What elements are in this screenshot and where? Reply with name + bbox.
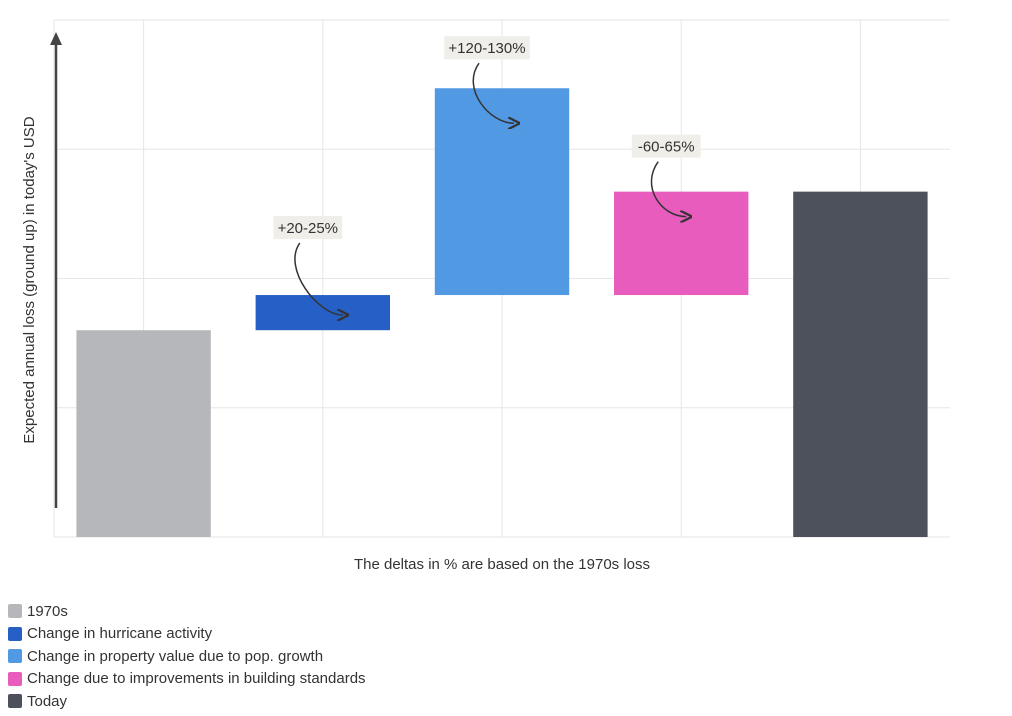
- annotation-arrow: [294, 242, 343, 315]
- legend-item[interactable]: Change in hurricane activity: [8, 623, 366, 646]
- annotation-arrow: [650, 161, 686, 217]
- annotation-arrow: [472, 62, 514, 123]
- annotation-label: -60-65%: [638, 139, 695, 156]
- annotation-box: [444, 36, 530, 60]
- annotation-3: -60-65%: [631, 134, 701, 217]
- annotation-label: +20-25%: [278, 220, 338, 237]
- legend: 1970s Change in hurricane activity Change …: [8, 600, 366, 713]
- annotation-2: +120-130%: [444, 36, 530, 123]
- bar-1: [76, 330, 211, 537]
- annotation-box: [631, 134, 701, 158]
- y-axis-arrowhead: [50, 32, 62, 45]
- annotations: +20-25% +120-130% -60-65%: [273, 36, 701, 315]
- bar-3: [434, 88, 570, 296]
- annotation-label: +120-130%: [448, 40, 525, 57]
- legend-item[interactable]: Change due to improvements in building s…: [8, 668, 366, 691]
- annotation-box: [273, 216, 343, 240]
- waterfall-chart: +20-25% +120-130% -60-65% Expected annual …: [21, 19, 950, 573]
- bar-2: [255, 295, 390, 331]
- legend-item[interactable]: Change in property value due to pop. gro…: [8, 645, 366, 668]
- annotation-1: +20-25%: [273, 216, 342, 315]
- legend-label: Change in hurricane activity: [27, 625, 213, 643]
- legend-swatch: [8, 694, 22, 709]
- x-axis-title: The deltas in % are based on the 1970s l…: [354, 556, 650, 573]
- bar-4: [614, 191, 749, 296]
- bar-5: [793, 191, 928, 538]
- legend-item[interactable]: 1970s: [8, 600, 366, 623]
- legend-item[interactable]: Today: [8, 690, 366, 713]
- legend-label: Change due to improvements in building s…: [27, 670, 366, 688]
- legend-swatch: [8, 649, 22, 664]
- legend-swatch: [8, 626, 22, 641]
- y-axis-title: Expected annual loss (ground up) in toda…: [21, 116, 38, 443]
- legend-label: Change in property value due to pop. gro…: [27, 647, 324, 665]
- legend-label: 1970s: [27, 602, 68, 620]
- legend-swatch: [8, 671, 22, 686]
- legend-label: Today: [27, 692, 68, 710]
- bars: [76, 88, 928, 538]
- legend-swatch: [8, 604, 22, 619]
